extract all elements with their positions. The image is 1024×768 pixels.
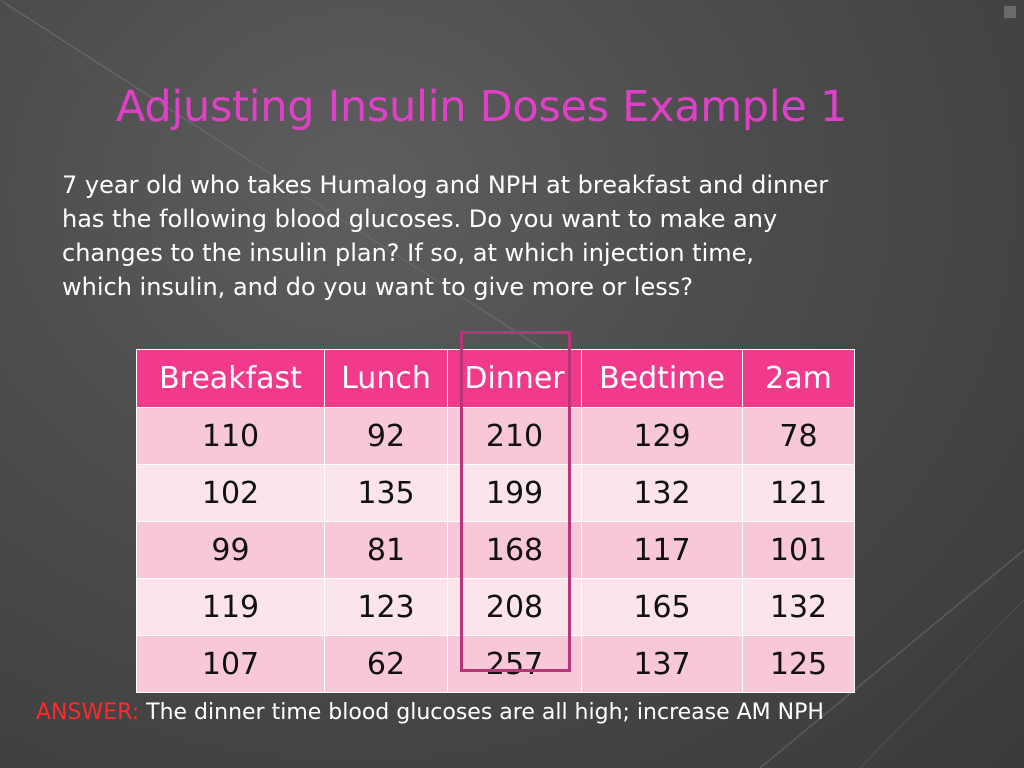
table-cell: 62: [324, 635, 448, 693]
table-cell: 125: [742, 635, 855, 693]
glucose-table: Breakfast Lunch Dinner Bedtime 2am 110 9…: [136, 349, 855, 693]
table-cell: 123: [324, 578, 448, 636]
header-bedtime: Bedtime: [581, 349, 743, 408]
table-cell: 257: [447, 635, 582, 693]
table-cell: 117: [581, 521, 743, 579]
question-line: which insulin, and do you want to give m…: [62, 273, 693, 301]
question-text: 7 year old who takes Humalog and NPH at …: [62, 168, 962, 304]
table-row: 110 92 210 129 78: [136, 407, 855, 465]
header-2am: 2am: [742, 349, 855, 408]
header-lunch: Lunch: [324, 349, 448, 408]
table-row: 107 62 257 137 125: [136, 635, 855, 693]
question-line: 7 year old who takes Humalog and NPH at …: [62, 171, 829, 199]
table-cell: 107: [136, 635, 325, 693]
table-cell: 99: [136, 521, 325, 579]
table-cell: 92: [324, 407, 448, 465]
slide-title: Adjusting Insulin Doses Example 1: [116, 82, 848, 132]
header-dinner: Dinner: [447, 349, 582, 408]
table-cell: 101: [742, 521, 855, 579]
table-cell: 137: [581, 635, 743, 693]
table-cell: 119: [136, 578, 325, 636]
table-cell: 208: [447, 578, 582, 636]
table-cell: 78: [742, 407, 855, 465]
header-breakfast: Breakfast: [136, 349, 325, 408]
table-cell: 132: [742, 578, 855, 636]
table-cell: 210: [447, 407, 582, 465]
answer-text: ANSWER: The dinner time blood glucoses a…: [36, 700, 996, 725]
answer-label: ANSWER:: [36, 700, 140, 725]
table-cell: 81: [324, 521, 448, 579]
table-row: 119 123 208 165 132: [136, 578, 855, 636]
table-cell: 165: [581, 578, 743, 636]
table-cell: 121: [742, 464, 855, 522]
table-cell: 168: [447, 521, 582, 579]
answer-body: The dinner time blood glucoses are all h…: [139, 700, 824, 725]
table-cell: 102: [136, 464, 325, 522]
table-cell: 129: [581, 407, 743, 465]
table-cell: 110: [136, 407, 325, 465]
dinner-column-highlight: [460, 331, 571, 672]
table-cell: 199: [447, 464, 582, 522]
question-line: changes to the insulin plan? If so, at w…: [62, 239, 755, 267]
table-cell: 135: [324, 464, 448, 522]
table-header-row: Breakfast Lunch Dinner Bedtime 2am: [136, 349, 855, 408]
table-cell: 132: [581, 464, 743, 522]
question-line: has the following blood glucoses. Do you…: [62, 205, 778, 233]
table-row: 99 81 168 117 101: [136, 521, 855, 579]
